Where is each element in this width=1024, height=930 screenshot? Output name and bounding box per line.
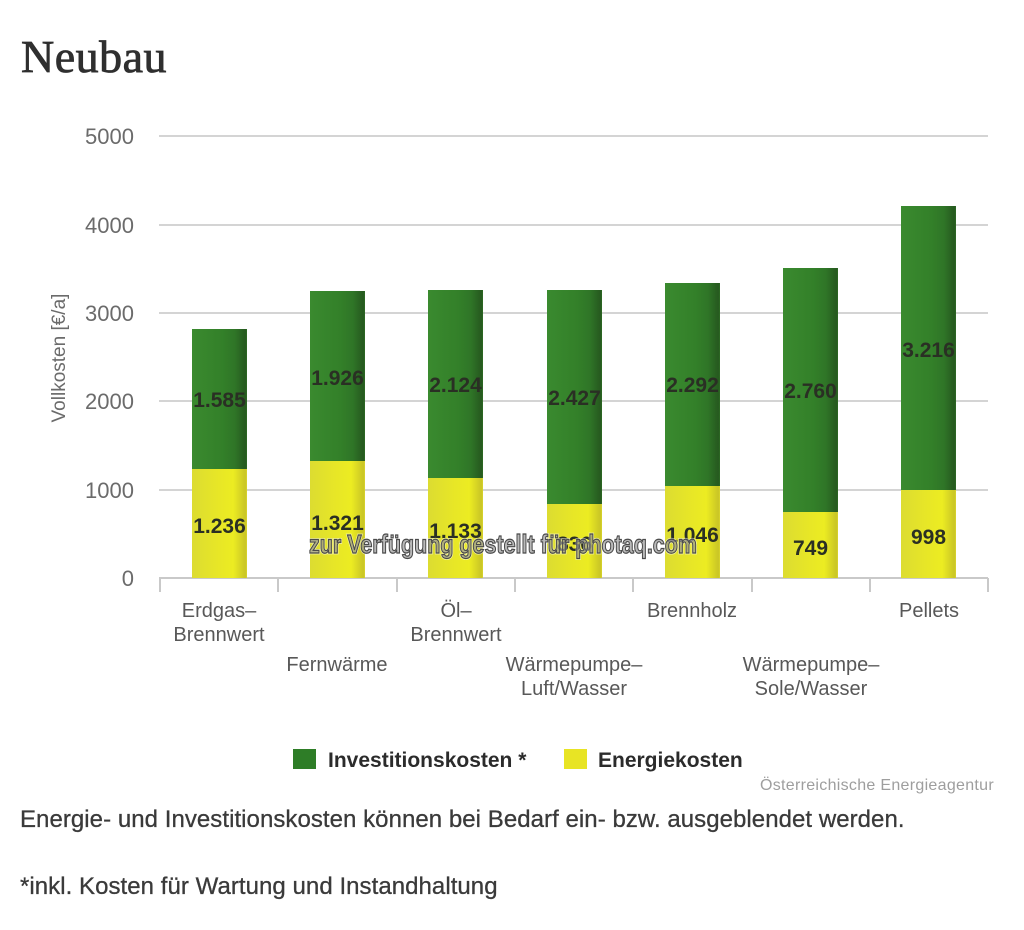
svg-text:zur Verfügung gestellt für pho: zur Verfügung gestellt für photaq.com — [309, 529, 697, 559]
svg-text:zur Verfügung gestellt für pho: zur Verfügung gestellt für photaq.com — [309, 529, 697, 559]
